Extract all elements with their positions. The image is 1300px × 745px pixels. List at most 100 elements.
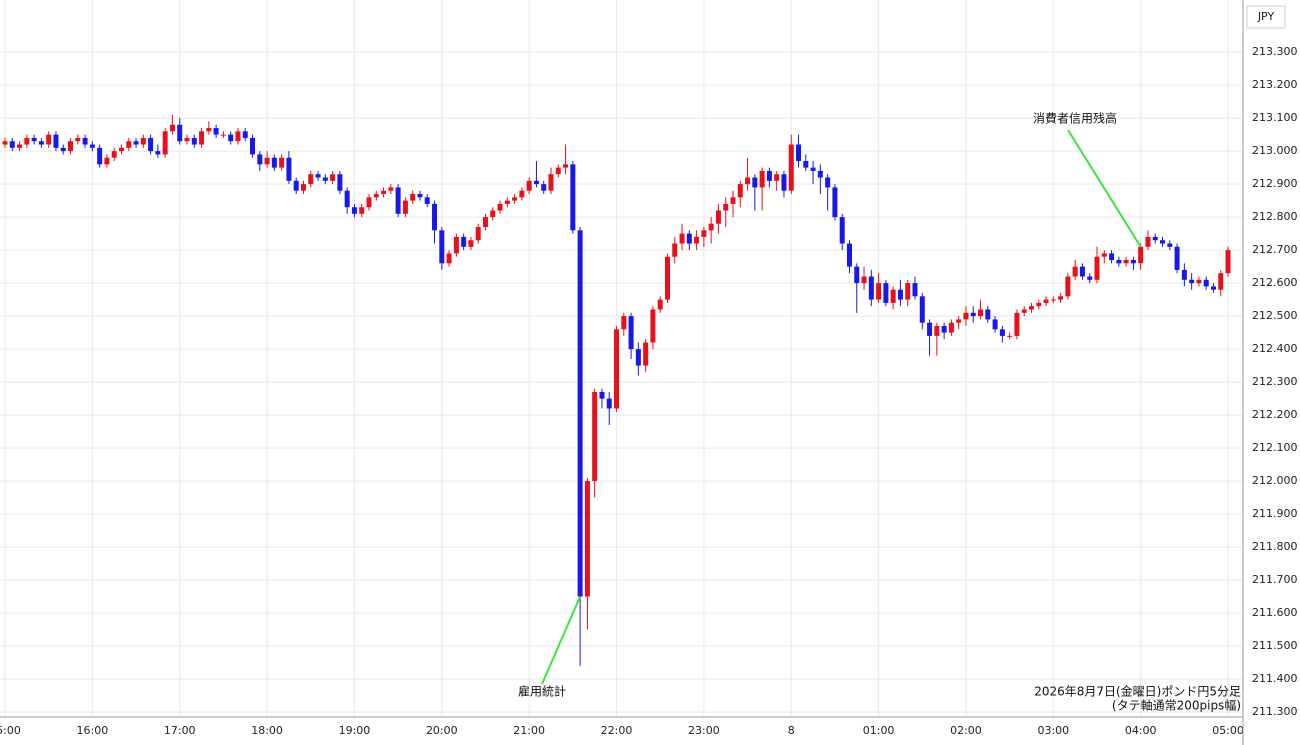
candle-body [286,157,292,181]
candle-body [24,137,30,145]
candle-body [344,190,350,208]
candle-body [1181,269,1187,280]
candle-body [584,481,590,597]
candle-body [97,147,103,165]
candle-body [570,164,576,231]
candle-body [1109,253,1115,261]
candle-body [468,240,474,247]
y-tick-label: 213.200 [1252,78,1298,91]
candle-body [1210,286,1216,290]
y-tick-label: 211.400 [1252,672,1298,685]
candle-body [9,141,15,148]
candle-body [737,184,743,198]
x-tick-label: 04:00 [1125,724,1157,737]
candle-body [432,203,438,231]
currency-label: JPY [1257,10,1275,23]
candle-body [17,144,23,148]
candle-body [242,131,248,138]
candle-body [868,276,874,300]
candle-body [1079,266,1085,277]
y-tick-label: 212.500 [1252,309,1298,322]
candle-body [919,296,925,323]
candle-body [686,233,692,244]
footnote: (タテ軸通常200pips幅) [1112,698,1241,713]
candle-body [934,325,940,336]
candle-body [38,141,44,145]
candle-body [359,207,365,214]
candle-body [825,177,831,188]
x-tick-label: 03:00 [1037,724,1069,737]
candle-body [599,391,605,399]
candle-body [1036,302,1042,307]
candle-body [512,197,518,201]
candle-body [1174,246,1180,270]
candle-body [621,316,627,330]
candle-body [1007,335,1013,337]
candle-body [694,236,700,244]
candle-body [876,283,882,300]
candle-body [46,134,52,145]
candle-body [1152,236,1158,241]
candle-body [1167,243,1173,247]
candle-body [999,329,1005,336]
candle-body [366,197,372,208]
candle-body [1203,279,1209,287]
candle-body [832,187,838,218]
candle-body [271,157,277,168]
plot-area: 15:00 16:00 17:00 18:00 19:00 20:00 21:00 22:00… [0,114,1243,737]
y-tick-label: 212.600 [1252,276,1298,289]
candle-body [548,174,554,191]
y-tick-label: 211.800 [1252,540,1298,553]
annotation-label: 消費者信用残高 [1033,111,1117,126]
y-tick-label: 212.900 [1252,177,1298,190]
y-tick-label: 211.600 [1252,606,1298,619]
candle-body [635,349,641,366]
candle-body [315,174,321,178]
candle-body [155,151,161,155]
candle-body [577,230,583,597]
candle-body [774,174,780,181]
candle-body [184,137,190,142]
candle-body [664,256,670,300]
candle-body [788,144,794,191]
x-tick-label: 20:00 [426,724,458,737]
candle-body [1043,299,1049,303]
candle-body [723,203,729,211]
candle-body [89,144,95,148]
y-tick-label: 212.200 [1252,408,1298,421]
candle-body [490,210,496,218]
currency-box [1246,5,1286,29]
candle-body [992,319,998,330]
x-tick-label: 23:00 [688,724,720,737]
candle-body [148,137,154,152]
candle-body [2,141,8,145]
candle-body [1130,260,1136,264]
candle-body [1189,279,1195,284]
y-tick-label: 212.000 [1252,474,1298,487]
candle-body [592,391,598,482]
candle-body [657,299,663,310]
candle-body [715,210,721,224]
annotation-label: 雇用統計 [518,684,566,699]
candle-body [191,137,197,145]
candle-body [1072,266,1078,277]
candle-body [504,200,510,204]
candle-body [482,217,488,228]
candle-body [162,131,168,155]
x-tick-label: 01:00 [863,724,895,737]
candle-body [169,124,175,132]
x-tick-label: 22:00 [601,724,633,737]
candle-body [410,194,416,201]
candle-body [257,154,263,165]
candle-body [905,283,911,300]
candle-body [606,398,612,409]
candle-body [308,174,314,185]
candle-body [111,151,117,158]
candle-body [199,131,205,145]
y-tick-label: 211.700 [1252,573,1298,586]
candle-body [75,137,81,142]
candle-body [956,319,962,323]
y-tick-label: 211.900 [1252,507,1298,520]
candle-body [300,184,306,191]
candle-body [672,243,678,257]
